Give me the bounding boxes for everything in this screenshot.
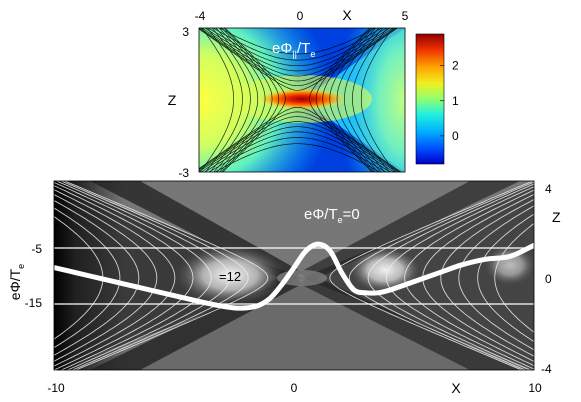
top-title: eΦ||/Te xyxy=(272,40,315,59)
bottom-field-line-R6 xyxy=(440,199,534,357)
top-field-line-B4 xyxy=(200,126,395,172)
bottom-field-line-L2 xyxy=(55,181,230,370)
bottom-field xyxy=(54,181,534,370)
bottom-field-line-L4 xyxy=(54,185,194,370)
colorbar-tick-label-1: 1 xyxy=(452,94,459,108)
top-field-line-L4 xyxy=(213,28,259,172)
top-field-line-L6 xyxy=(205,28,243,172)
top-xtick-1: 0 xyxy=(297,9,304,23)
bottom-ztick-1: 0 xyxy=(545,272,552,286)
bottom-field-line-L1 xyxy=(60,181,249,370)
bottom-plot-frame xyxy=(53,180,535,371)
bottom-phitick-0: -5 xyxy=(31,242,42,256)
bottom-field-line-L8 xyxy=(54,207,121,349)
top-field-line-L5 xyxy=(209,28,251,172)
top-field-line-R7 xyxy=(360,28,396,172)
colorbar-frame xyxy=(415,33,445,165)
bottom-xtick-2: 10 xyxy=(528,381,542,395)
bottom-field-line-L7 xyxy=(54,199,140,356)
bottom-panel: eΦ/Te=0 =12 -10 0 10 X 4 0 -4 Z -5 -15 e… xyxy=(7,180,561,396)
colorbar-ticks: 2 1 0 xyxy=(440,59,459,143)
reference-lines xyxy=(54,247,534,305)
top-field-line-T7 xyxy=(218,28,376,55)
bottom-field-line-R7 xyxy=(458,205,534,351)
top-xtick-2: 5 xyxy=(402,9,409,23)
bottom-xtick-1: 0 xyxy=(291,381,298,395)
bottom-field-line-R9 xyxy=(494,222,534,333)
colorbar-tick-label-0: 2 xyxy=(452,59,459,73)
top-field-line-B2 xyxy=(199,116,400,172)
top-field-line-B5 xyxy=(203,131,391,172)
bottom-annotation-phi12: =12 xyxy=(219,269,241,284)
bottom-field-line-L0 xyxy=(63,181,269,370)
bottom-field-lines xyxy=(54,181,534,370)
bottom-field-line-R0 xyxy=(329,181,534,370)
top-ytick-1: -3 xyxy=(178,166,189,180)
bottom-field-line-R3 xyxy=(385,186,534,370)
colorbar-tick-label-2: 0 xyxy=(452,129,459,143)
bottom-ztick-0: 4 xyxy=(545,182,552,196)
top-field-line-B3 xyxy=(199,121,397,172)
top-ylabel: Z xyxy=(168,92,177,108)
top-field-line-L1 xyxy=(221,28,280,172)
top-field-line-L7 xyxy=(199,28,234,172)
top-field-line-L0 xyxy=(222,28,286,172)
bottom-xtick-0: -10 xyxy=(47,381,65,395)
bottom-field-line-R2 xyxy=(367,183,534,370)
top-xtick-0: -4 xyxy=(195,9,206,23)
top-plot-frame xyxy=(198,27,406,173)
top-heatmap-field xyxy=(199,28,405,172)
bottom-ztick-2: -4 xyxy=(541,362,552,376)
top-field-line-B6 xyxy=(208,137,387,172)
top-field-line-B7 xyxy=(214,143,381,172)
bottom-left-ylabel: eΦ/Te xyxy=(7,264,26,300)
bottom-right-ylabel: Z xyxy=(552,209,561,225)
top-field-line-T3 xyxy=(201,28,394,77)
bottom-field-line-R1 xyxy=(348,181,534,370)
phi-curve xyxy=(54,241,534,311)
bottom-xlabel: X xyxy=(451,380,461,396)
top-xlabel: X xyxy=(342,7,352,23)
top-field-line-R5 xyxy=(344,28,386,172)
bottom-annotation-phi0: eΦ/Te=0 xyxy=(304,206,360,225)
top-ytick-0: 3 xyxy=(182,25,189,39)
top-field-line-T6 xyxy=(212,28,383,61)
top-field-line-T2 xyxy=(199,28,396,82)
bottom-field-line-L3 xyxy=(54,181,212,370)
bottom-field-line-L5 xyxy=(54,189,176,367)
top-heatmap-panel: -4 0 5 X 3 -3 Z eΦ||/Te 2 1 0 xyxy=(168,7,459,180)
bottom-field-line-L6 xyxy=(54,194,158,362)
top-field-line-R4 xyxy=(336,28,382,172)
top-field-line-R2 xyxy=(322,28,376,172)
top-field-line-T4 xyxy=(204,28,391,72)
top-field-line-R0 xyxy=(309,28,373,172)
bottom-field-line-R4 xyxy=(404,189,534,367)
top-field-line-R6 xyxy=(352,28,390,172)
bottom-field-line-R8 xyxy=(477,213,534,343)
top-field-line-L2 xyxy=(219,28,273,172)
bottom-phitick-1: -15 xyxy=(25,296,43,310)
top-field-line-R1 xyxy=(315,28,374,172)
top-field-lines xyxy=(199,28,402,172)
colorbar xyxy=(416,34,444,164)
